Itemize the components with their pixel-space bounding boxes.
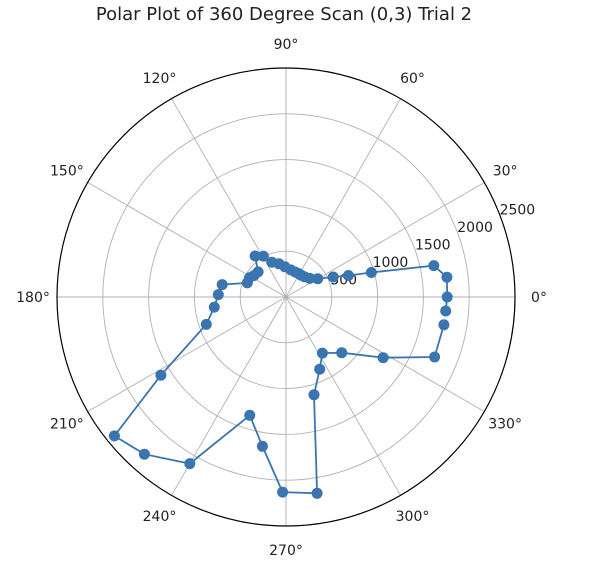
data-point	[327, 271, 339, 283]
data-point	[256, 440, 268, 452]
data-point	[377, 352, 389, 364]
angle-tick-label-60: 60°	[400, 71, 425, 87]
data-point	[440, 305, 452, 317]
data-point	[314, 363, 326, 375]
angle-gridline-60	[285, 98, 401, 298]
data-point	[336, 347, 348, 359]
data-point	[184, 458, 196, 470]
data-point	[342, 270, 354, 281]
polar-frame	[56, 67, 516, 527]
data-series	[108, 250, 453, 499]
data-point	[200, 318, 212, 330]
angle-gridline-300	[285, 296, 401, 496]
data-point	[108, 430, 120, 442]
data-point	[441, 271, 453, 283]
angle-tick-label-30: 30°	[493, 164, 518, 180]
data-point	[208, 301, 220, 313]
radial-tick-label-2500: 2500	[500, 202, 536, 218]
angle-gridline-210	[87, 296, 287, 412]
angle-tick-label-300: 300°	[396, 509, 430, 525]
angle-tick-label-210: 210°	[50, 417, 84, 433]
angle-tick-label-240: 240°	[143, 509, 177, 525]
chart-title: Polar Plot of 360 Degree Scan (0,3) Tria…	[96, 4, 472, 25]
data-point	[365, 267, 377, 278]
data-point	[155, 369, 167, 381]
radial-tick-label-1000: 1000	[373, 255, 409, 271]
angle-gridline-120	[171, 98, 287, 298]
angle-tick-label-150: 150°	[50, 164, 84, 180]
polar-grid	[57, 68, 515, 526]
data-point	[249, 250, 261, 262]
data-point	[138, 448, 150, 460]
angle-tick-label-0: 0°	[531, 290, 547, 306]
data-point	[428, 260, 440, 272]
data-point	[438, 319, 450, 331]
data-point	[277, 486, 289, 498]
data-point	[316, 347, 328, 359]
radial-tick-label-1500: 1500	[415, 237, 451, 253]
data-point	[266, 256, 278, 268]
data-point	[312, 273, 324, 285]
data-point	[308, 389, 320, 401]
data-point	[244, 409, 256, 421]
angle-tick-labels: 0° 30° 60° 90° 120° 150° 180° 210° 240° 270° 300° 3…	[16, 37, 547, 559]
data-point	[212, 289, 224, 301]
data-point	[241, 277, 253, 289]
angle-tick-label-330: 330°	[488, 417, 522, 433]
data-point	[311, 487, 323, 499]
angle-tick-label-90: 90°	[274, 37, 299, 53]
data-point	[216, 279, 228, 291]
angle-tick-label-120: 120°	[143, 71, 177, 87]
data-point	[257, 250, 269, 262]
data-point	[441, 291, 453, 303]
angle-tick-label-180: 180°	[16, 290, 50, 306]
angle-tick-label-270: 270°	[269, 543, 303, 559]
data-point	[429, 351, 441, 363]
radial-tick-label-2000: 2000	[457, 220, 493, 236]
